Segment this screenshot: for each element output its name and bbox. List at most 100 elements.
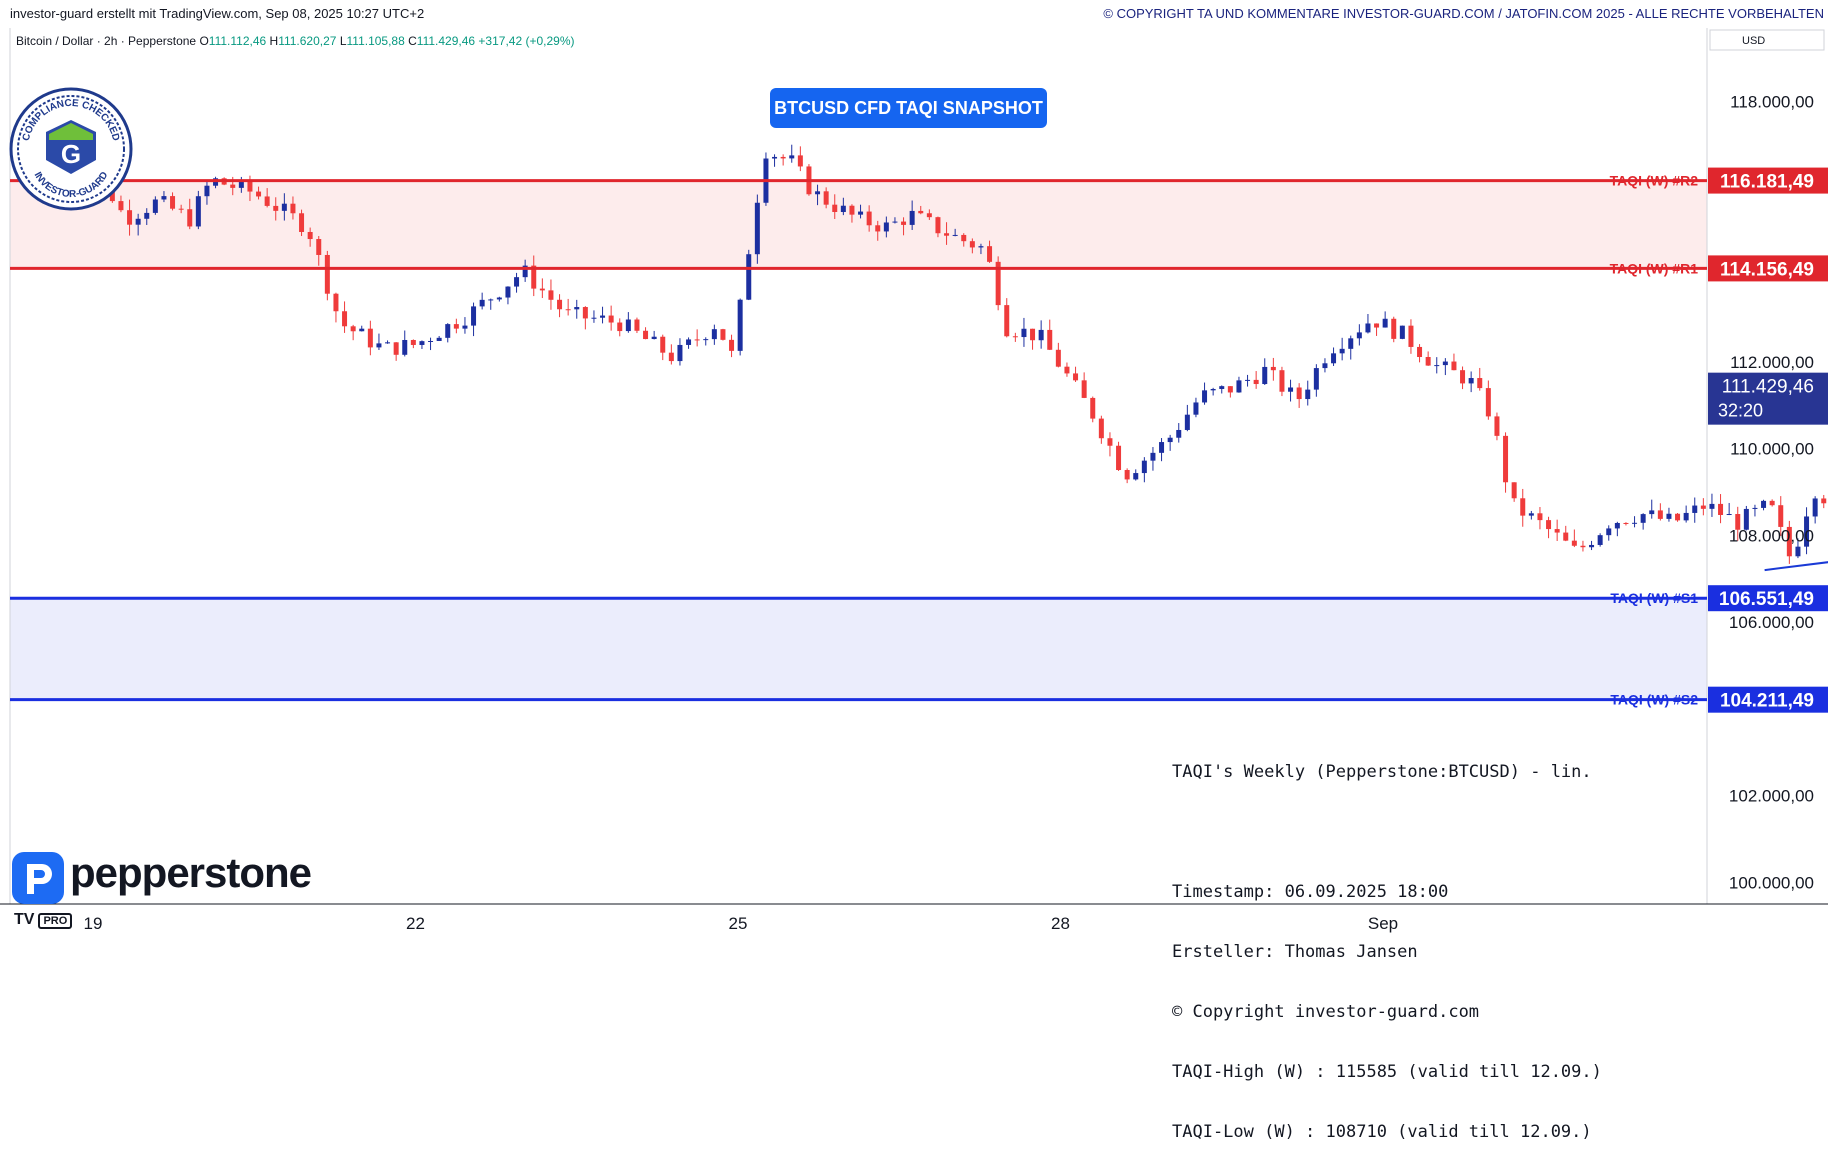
candle-body bbox=[1021, 328, 1027, 338]
candle-body bbox=[780, 156, 786, 159]
candle-body bbox=[247, 180, 253, 192]
candle-body bbox=[1769, 500, 1775, 506]
candle-body bbox=[471, 306, 477, 326]
candle-body bbox=[720, 329, 726, 340]
candle-body bbox=[1494, 416, 1500, 436]
candle-body bbox=[1374, 323, 1380, 328]
candle-body bbox=[1030, 328, 1036, 341]
candle-body bbox=[256, 191, 262, 197]
candle-body bbox=[1511, 482, 1517, 499]
candle-body bbox=[918, 210, 924, 214]
candle-body bbox=[797, 155, 803, 167]
candle-body bbox=[127, 210, 133, 225]
candle-body bbox=[1245, 379, 1251, 381]
candle-body bbox=[1331, 353, 1337, 364]
candle-body bbox=[496, 297, 502, 300]
candle-body bbox=[591, 317, 597, 319]
candle-body bbox=[1632, 522, 1638, 524]
level-price-tag bbox=[1708, 585, 1828, 612]
candle-body bbox=[531, 265, 537, 289]
candle-body bbox=[462, 325, 468, 329]
level-price-tag bbox=[1708, 167, 1828, 194]
candle-body bbox=[1253, 379, 1259, 385]
candle-body bbox=[1382, 318, 1388, 328]
candle-body bbox=[1116, 445, 1122, 471]
candle-body bbox=[1210, 388, 1216, 391]
candle-body bbox=[651, 336, 657, 340]
candle-body bbox=[1528, 513, 1534, 516]
candle-body bbox=[668, 352, 674, 362]
candle-body bbox=[135, 218, 141, 225]
candle-body bbox=[703, 339, 709, 341]
candle-body bbox=[1563, 532, 1569, 541]
candle-body bbox=[1795, 546, 1801, 557]
copyright-text: © COPYRIGHT TA UND KOMMENTARE INVESTOR-G… bbox=[1103, 6, 1824, 21]
candle-body bbox=[574, 307, 580, 310]
candle-body bbox=[1012, 336, 1018, 338]
current-price-label: 111.429,46 bbox=[1722, 377, 1814, 398]
info-line-high: TAQI-High (W) : 115585 (valid till 12.09… bbox=[1172, 1062, 1602, 1082]
level-price-tag bbox=[1708, 686, 1828, 713]
candle-body bbox=[1434, 365, 1440, 367]
candle-body bbox=[1417, 346, 1423, 358]
candle-body bbox=[1038, 329, 1044, 341]
candle-body bbox=[178, 208, 184, 210]
candle-body bbox=[961, 234, 967, 242]
pepperstone-wordmark: pepperstone bbox=[70, 849, 312, 896]
candle-body bbox=[1649, 510, 1655, 515]
candle-body bbox=[1726, 514, 1732, 516]
candle-body bbox=[299, 213, 305, 232]
candle-body bbox=[1176, 429, 1182, 438]
candle-body bbox=[230, 184, 236, 188]
candle-body bbox=[1081, 380, 1087, 398]
candle-body bbox=[1167, 437, 1173, 443]
candle-body bbox=[1821, 498, 1827, 504]
level-name: TAQI (W) #S2 bbox=[1610, 692, 1698, 708]
level-name: TAQI (W) #S1 bbox=[1610, 590, 1698, 606]
candle-body bbox=[840, 205, 846, 213]
level-price-label: 104.211,49 bbox=[1720, 691, 1814, 712]
high-label: H bbox=[269, 34, 279, 48]
candle-body bbox=[823, 191, 829, 205]
candle-body bbox=[1675, 513, 1681, 521]
candle-body bbox=[978, 246, 984, 248]
candle-body bbox=[376, 343, 382, 348]
candle-body bbox=[152, 199, 158, 213]
candle-body bbox=[1640, 514, 1646, 523]
candle-body bbox=[849, 205, 855, 215]
candle-body bbox=[385, 342, 391, 344]
candle-body bbox=[789, 155, 795, 159]
candle-body bbox=[1589, 544, 1595, 548]
candle-body bbox=[772, 156, 778, 159]
candle-body bbox=[428, 340, 434, 342]
currency-box bbox=[1709, 29, 1825, 51]
candle-body bbox=[1451, 361, 1457, 371]
candle-body bbox=[582, 307, 588, 319]
candle-body bbox=[1305, 389, 1311, 400]
candle-body bbox=[625, 319, 631, 332]
candle-body bbox=[1597, 535, 1603, 545]
candle-body bbox=[634, 319, 640, 331]
candle-body bbox=[935, 217, 941, 234]
tv-mark: TV bbox=[14, 911, 35, 928]
candle-body bbox=[815, 191, 821, 195]
candle-body bbox=[307, 231, 313, 240]
candle-body bbox=[832, 204, 838, 213]
candles bbox=[66, 125, 1827, 564]
candle-body bbox=[445, 324, 451, 338]
info-line-blank bbox=[1172, 822, 1602, 842]
taqi-info-box: TAQI's Weekly (Pepperstone:BTCUSD) - lin… bbox=[1172, 722, 1602, 1162]
candle-body bbox=[514, 277, 520, 287]
candle-body bbox=[350, 326, 356, 332]
candle-body bbox=[737, 299, 743, 351]
candle-body bbox=[1468, 378, 1474, 384]
candle-body bbox=[1778, 505, 1784, 527]
candle-body bbox=[1752, 507, 1758, 509]
seal-letter: G bbox=[61, 139, 81, 169]
candle-body bbox=[1743, 508, 1749, 530]
candle-body bbox=[359, 328, 365, 332]
time-tick-label: 22 bbox=[406, 914, 425, 933]
price-chart[interactable]: TAQI (W) #R2 116.181,49 TAQI (W) #R1 114.15… bbox=[0, 28, 1828, 937]
candle-body bbox=[600, 315, 606, 318]
candle-body bbox=[617, 322, 623, 332]
